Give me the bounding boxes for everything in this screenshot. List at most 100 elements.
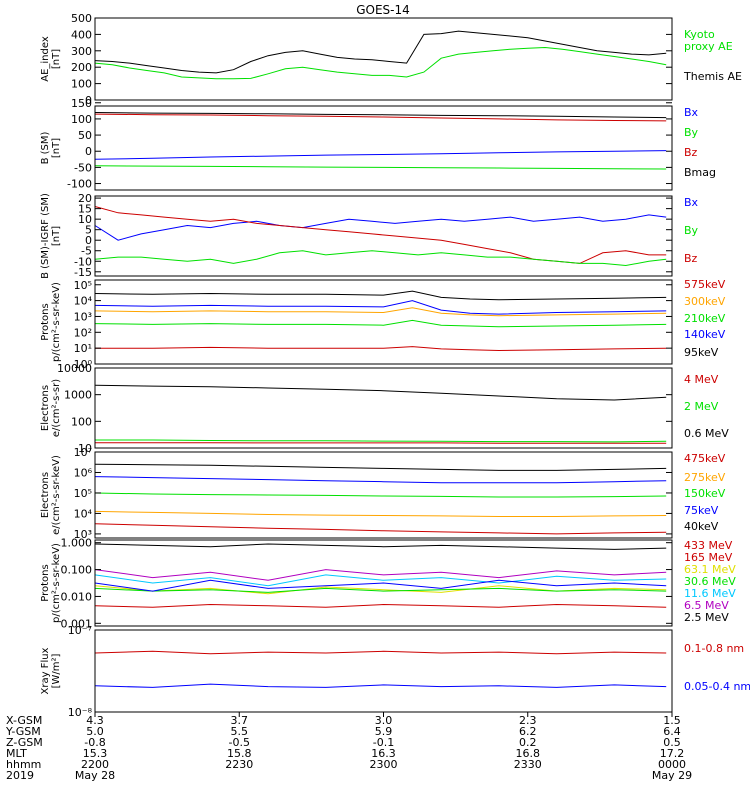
y-tick-label: 50 xyxy=(78,129,92,142)
series-protons2-2 xyxy=(94,585,667,595)
y-tick-label: 300 xyxy=(71,45,92,58)
y-tick-label: 500 xyxy=(71,12,92,25)
x-tick-label: 2200 xyxy=(81,758,109,771)
x-row-label: X-GSM xyxy=(6,714,42,727)
legend-label: 6.5 MeV xyxy=(684,599,729,612)
y-tick-label: 20 xyxy=(78,192,92,205)
panel-frame xyxy=(94,279,673,365)
y-tick-label: 1.000 xyxy=(61,537,93,550)
y-tick-label: 200 xyxy=(71,61,92,74)
series-protons2-5 xyxy=(94,569,667,581)
y-tick-label: 10⁵ xyxy=(74,279,92,292)
x-tick-label: 16.3 xyxy=(371,747,396,760)
series-protons1-2 xyxy=(94,319,667,328)
series-electrons2-0 xyxy=(94,463,667,471)
panel-frame xyxy=(94,451,673,539)
x-tick-label: 2.3 xyxy=(519,714,537,727)
panel-bsm: 150 100 50 0 -50 -100 B (SM) [nT] Bx By Bz Bmag xyxy=(40,97,716,191)
series-ae-1 xyxy=(94,30,667,74)
y-axis-label: [W/m²] xyxy=(51,653,62,688)
y-tick-label: 10000 xyxy=(57,362,92,375)
y-tick-label: 10⁻⁸ xyxy=(68,706,93,719)
series-protons2-0 xyxy=(94,543,667,550)
legend-label: 300keV xyxy=(684,295,726,308)
x-tick-label: 0.2 xyxy=(519,736,537,749)
series-electrons1-2 xyxy=(95,442,667,444)
series-electrons1-0 xyxy=(94,384,667,401)
series-bsm-2 xyxy=(94,150,667,160)
y-tick-label: 0.001 xyxy=(61,617,93,630)
legend-label: By xyxy=(684,126,699,139)
y-tick-label: 5 xyxy=(85,224,92,237)
y-tick-label: 1000 xyxy=(64,389,92,402)
series-protons2-6 xyxy=(94,579,667,592)
y-tick-label: 400 xyxy=(71,28,92,41)
legend-label: 475keV xyxy=(684,452,726,465)
y-tick-label: 100 xyxy=(71,415,92,428)
y-axis-label: B (SM)-IGRF (SM) xyxy=(40,193,51,279)
x-tick-label: 3.0 xyxy=(375,714,393,727)
x-tick-label: 5.5 xyxy=(231,725,249,738)
y-tick-label: -15 xyxy=(74,266,92,279)
chart-title: GOES-14 xyxy=(356,3,410,17)
y-tick-label: 10⁷ xyxy=(74,446,92,459)
x-tick-label: May 29 xyxy=(652,769,692,782)
x-tick-label: 0000 xyxy=(658,758,686,771)
legend-label: 95keV xyxy=(684,346,719,359)
series-xray-1 xyxy=(94,683,667,688)
y-tick-label: 0.010 xyxy=(61,590,93,603)
panel-frame xyxy=(94,105,673,191)
x-tick-label: 1.5 xyxy=(663,714,681,727)
x-row-label: Z-GSM xyxy=(6,736,43,749)
x-tick-label: 2230 xyxy=(225,758,253,771)
legend-label: 4 MeV xyxy=(684,373,719,386)
y-axis-label: [nT] xyxy=(51,138,62,158)
x-tick-label: 15.3 xyxy=(83,747,108,760)
y-tick-label: -100 xyxy=(67,178,92,191)
y-axis-label: Electrons xyxy=(40,385,51,431)
panel-frame xyxy=(94,539,673,627)
y-axis-label: p/(cm²-s-sr-keV) xyxy=(51,543,62,623)
x-tick-label: 2300 xyxy=(370,758,398,771)
y-tick-label: 10⁻⁷ xyxy=(68,624,92,637)
y-axis-label: Protons xyxy=(40,303,51,340)
x-tick-label: 17.2 xyxy=(660,747,685,760)
x-tick-label: 16.8 xyxy=(516,747,541,760)
y-tick-label: 10⁴ xyxy=(74,295,93,308)
y-tick-label: 10⁰ xyxy=(74,358,93,371)
series-protons2-4 xyxy=(94,574,667,587)
x-row-label: Y-GSM xyxy=(5,725,41,738)
y-tick-label: 10³ xyxy=(74,310,92,323)
y-tick-label: 0 xyxy=(85,145,92,158)
x-tick-label: 0.5 xyxy=(663,736,681,749)
series-electrons2-2 xyxy=(94,492,667,498)
x-row-label: hhmm xyxy=(6,758,41,771)
y-axis-label: AE_index xyxy=(40,36,51,82)
legend-label: Bx xyxy=(684,106,699,119)
y-axis-label: B (SM) xyxy=(40,131,51,164)
y-axis-label: p/(cm²-s-sr-keV) xyxy=(51,282,62,362)
legend-label: proxy AE xyxy=(684,40,733,53)
series-protons1-1 xyxy=(94,307,667,317)
legend-label: 433 MeV xyxy=(684,539,733,552)
legend-label: Bx xyxy=(684,196,699,209)
series-protons2-1 xyxy=(94,603,667,608)
legend-label: 11.6 MeV xyxy=(684,587,736,600)
y-tick-label: -50 xyxy=(74,161,92,174)
y-tick-label: 0 xyxy=(85,234,92,247)
legend-label: 0.05-0.4 nm xyxy=(684,680,750,693)
series-electrons2-3 xyxy=(94,510,667,517)
x-row-label: 2019 xyxy=(6,769,34,782)
y-tick-label: 100 xyxy=(71,78,92,91)
series-protons1-4 xyxy=(95,346,667,352)
x-tick-label: 4.3 xyxy=(86,714,104,727)
series-electrons2-4 xyxy=(94,523,667,535)
y-axis-label: [nT] xyxy=(51,49,62,69)
y-tick-label: 10² xyxy=(74,326,92,339)
series-electrons2-1 xyxy=(94,476,667,484)
series-bsmigrf-0 xyxy=(94,214,667,241)
x-tick-label: 5.9 xyxy=(375,725,393,738)
series-bsm-3 xyxy=(94,165,667,170)
